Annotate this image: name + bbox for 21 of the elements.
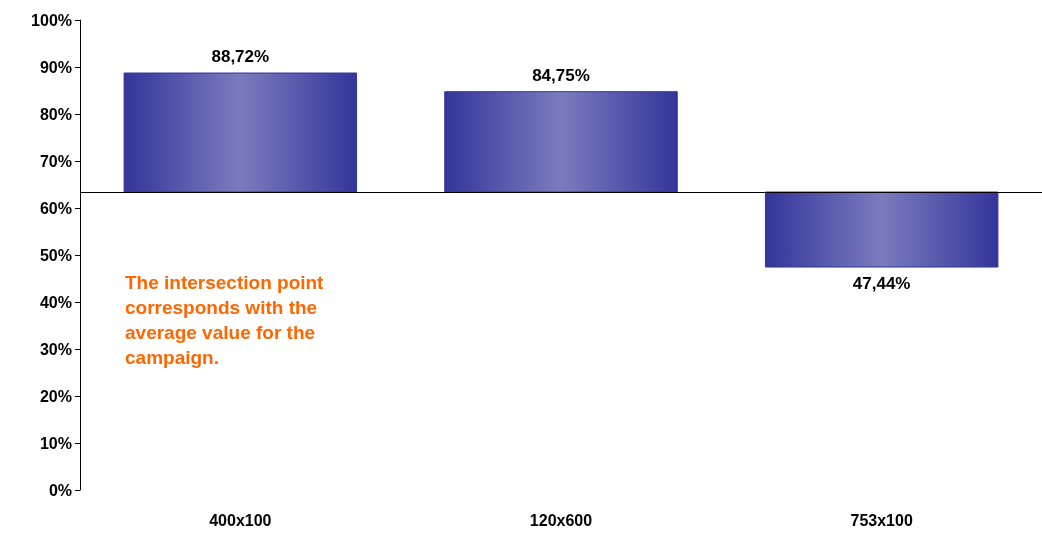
x-tick-label: 120x600 (529, 511, 593, 529)
y-tick-label: 40% (39, 293, 72, 311)
y-tick-label: 80% (39, 105, 72, 123)
y-tick-label: 30% (39, 340, 72, 358)
x-tick-label: 753x100 (850, 511, 913, 529)
x-tick-label: 400x100 (209, 511, 272, 529)
bar (123, 72, 358, 193)
data-label: 84,75% (532, 65, 590, 85)
y-tick-label: 90% (39, 58, 72, 76)
y-tick-label: 60% (39, 199, 72, 217)
y-tick-label: 20% (39, 387, 72, 405)
y-tick-label: 100% (31, 11, 72, 29)
bar (444, 91, 678, 193)
data-label: 88,72% (211, 47, 270, 67)
y-tick-label: 10% (39, 434, 72, 452)
y-tick-label: 0% (48, 481, 72, 499)
annotation: The intersection point corresponds with the average value for the campaign. (125, 272, 329, 368)
bar (764, 191, 999, 268)
y-tick-label: 50% (39, 246, 72, 264)
data-label: 47,44% (852, 274, 911, 294)
y-tick-label: 70% (39, 152, 72, 170)
